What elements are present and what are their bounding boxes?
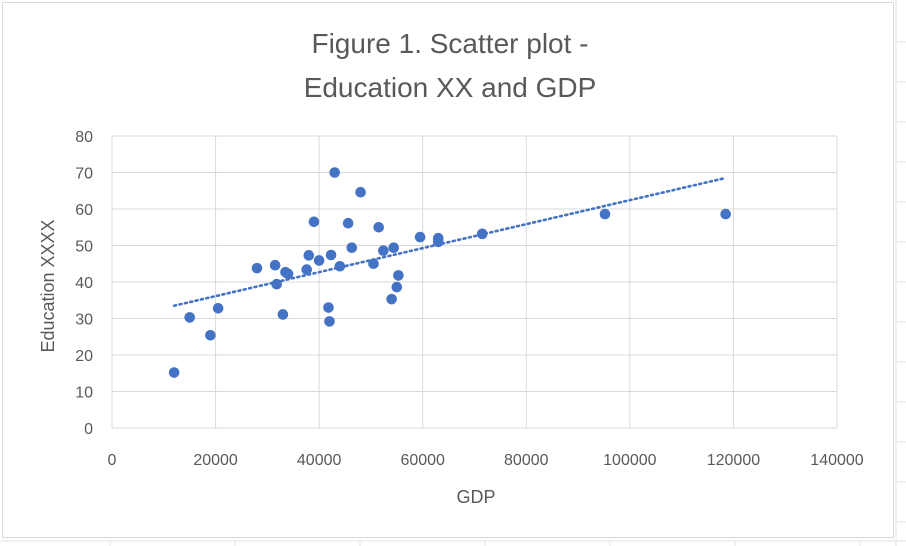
y-axis-tick-labels: 0 10 20 30 40 50 60 70 80 [75,129,93,438]
scatter-chart: Figure 1. Scatter plot - Education XX an… [38,28,864,507]
data-point [414,231,426,243]
y-tick-label: 70 [75,166,93,183]
x-tick-label: 100000 [603,452,656,469]
data-point [432,236,444,248]
data-point [303,250,315,261]
data-point [476,228,488,240]
data-point [269,259,281,271]
linear-trendline [172,176,727,308]
y-tick-label: 60 [75,202,93,219]
data-point [313,255,325,266]
data-point [184,312,195,323]
data-point [282,268,294,280]
data-point [308,216,320,228]
y-tick-label: 50 [75,239,93,256]
data-point [251,262,263,274]
gridlines [111,135,838,429]
x-axis-tick-labels: 0 20000 40000 60000 80000 100000 120000 140000 [108,452,864,469]
x-axis-title: GDP [456,487,495,507]
data-point [391,281,403,293]
data-points [168,167,731,378]
x-tick-label: 0 [108,452,117,469]
y-tick-label: 30 [75,312,93,329]
data-point [324,316,335,327]
data-point [378,245,389,256]
y-tick-label: 10 [75,385,93,402]
x-tick-label: 140000 [810,452,863,469]
chart-title-line-1: Figure 1. Scatter plot - [311,28,588,59]
data-point [342,217,354,229]
data-point [212,302,224,314]
data-point [325,249,337,261]
data-point [355,186,366,198]
data-point [346,242,358,253]
data-point [386,293,397,305]
y-axis-title: Education XXXX [38,219,58,352]
y-tick-label: 40 [75,275,93,292]
x-tick-label: 20000 [193,452,238,469]
data-point [393,270,404,281]
x-tick-label: 120000 [707,452,760,469]
x-tick-label: 60000 [400,452,445,469]
data-point [373,221,384,233]
data-point [329,167,340,178]
x-tick-label: 40000 [297,452,342,469]
data-point [334,261,346,272]
data-point [599,208,611,220]
data-point [205,329,216,341]
trendline-group [172,176,727,308]
y-tick-label: 0 [84,421,93,438]
data-point [368,258,379,270]
y-tick-label: 80 [75,129,93,146]
data-point [388,242,400,253]
x-tick-label: 80000 [504,452,549,469]
y-tick-label: 20 [75,348,93,365]
data-point [301,264,313,275]
chart-title-line-2: Education XX and GDP [304,72,597,103]
chart-area[interactable]: Figure 1. Scatter plot - Education XX an… [2,2,894,538]
data-point [277,309,289,320]
data-point [271,278,282,290]
data-point [168,367,180,378]
data-point [323,302,334,313]
data-point [720,208,731,220]
